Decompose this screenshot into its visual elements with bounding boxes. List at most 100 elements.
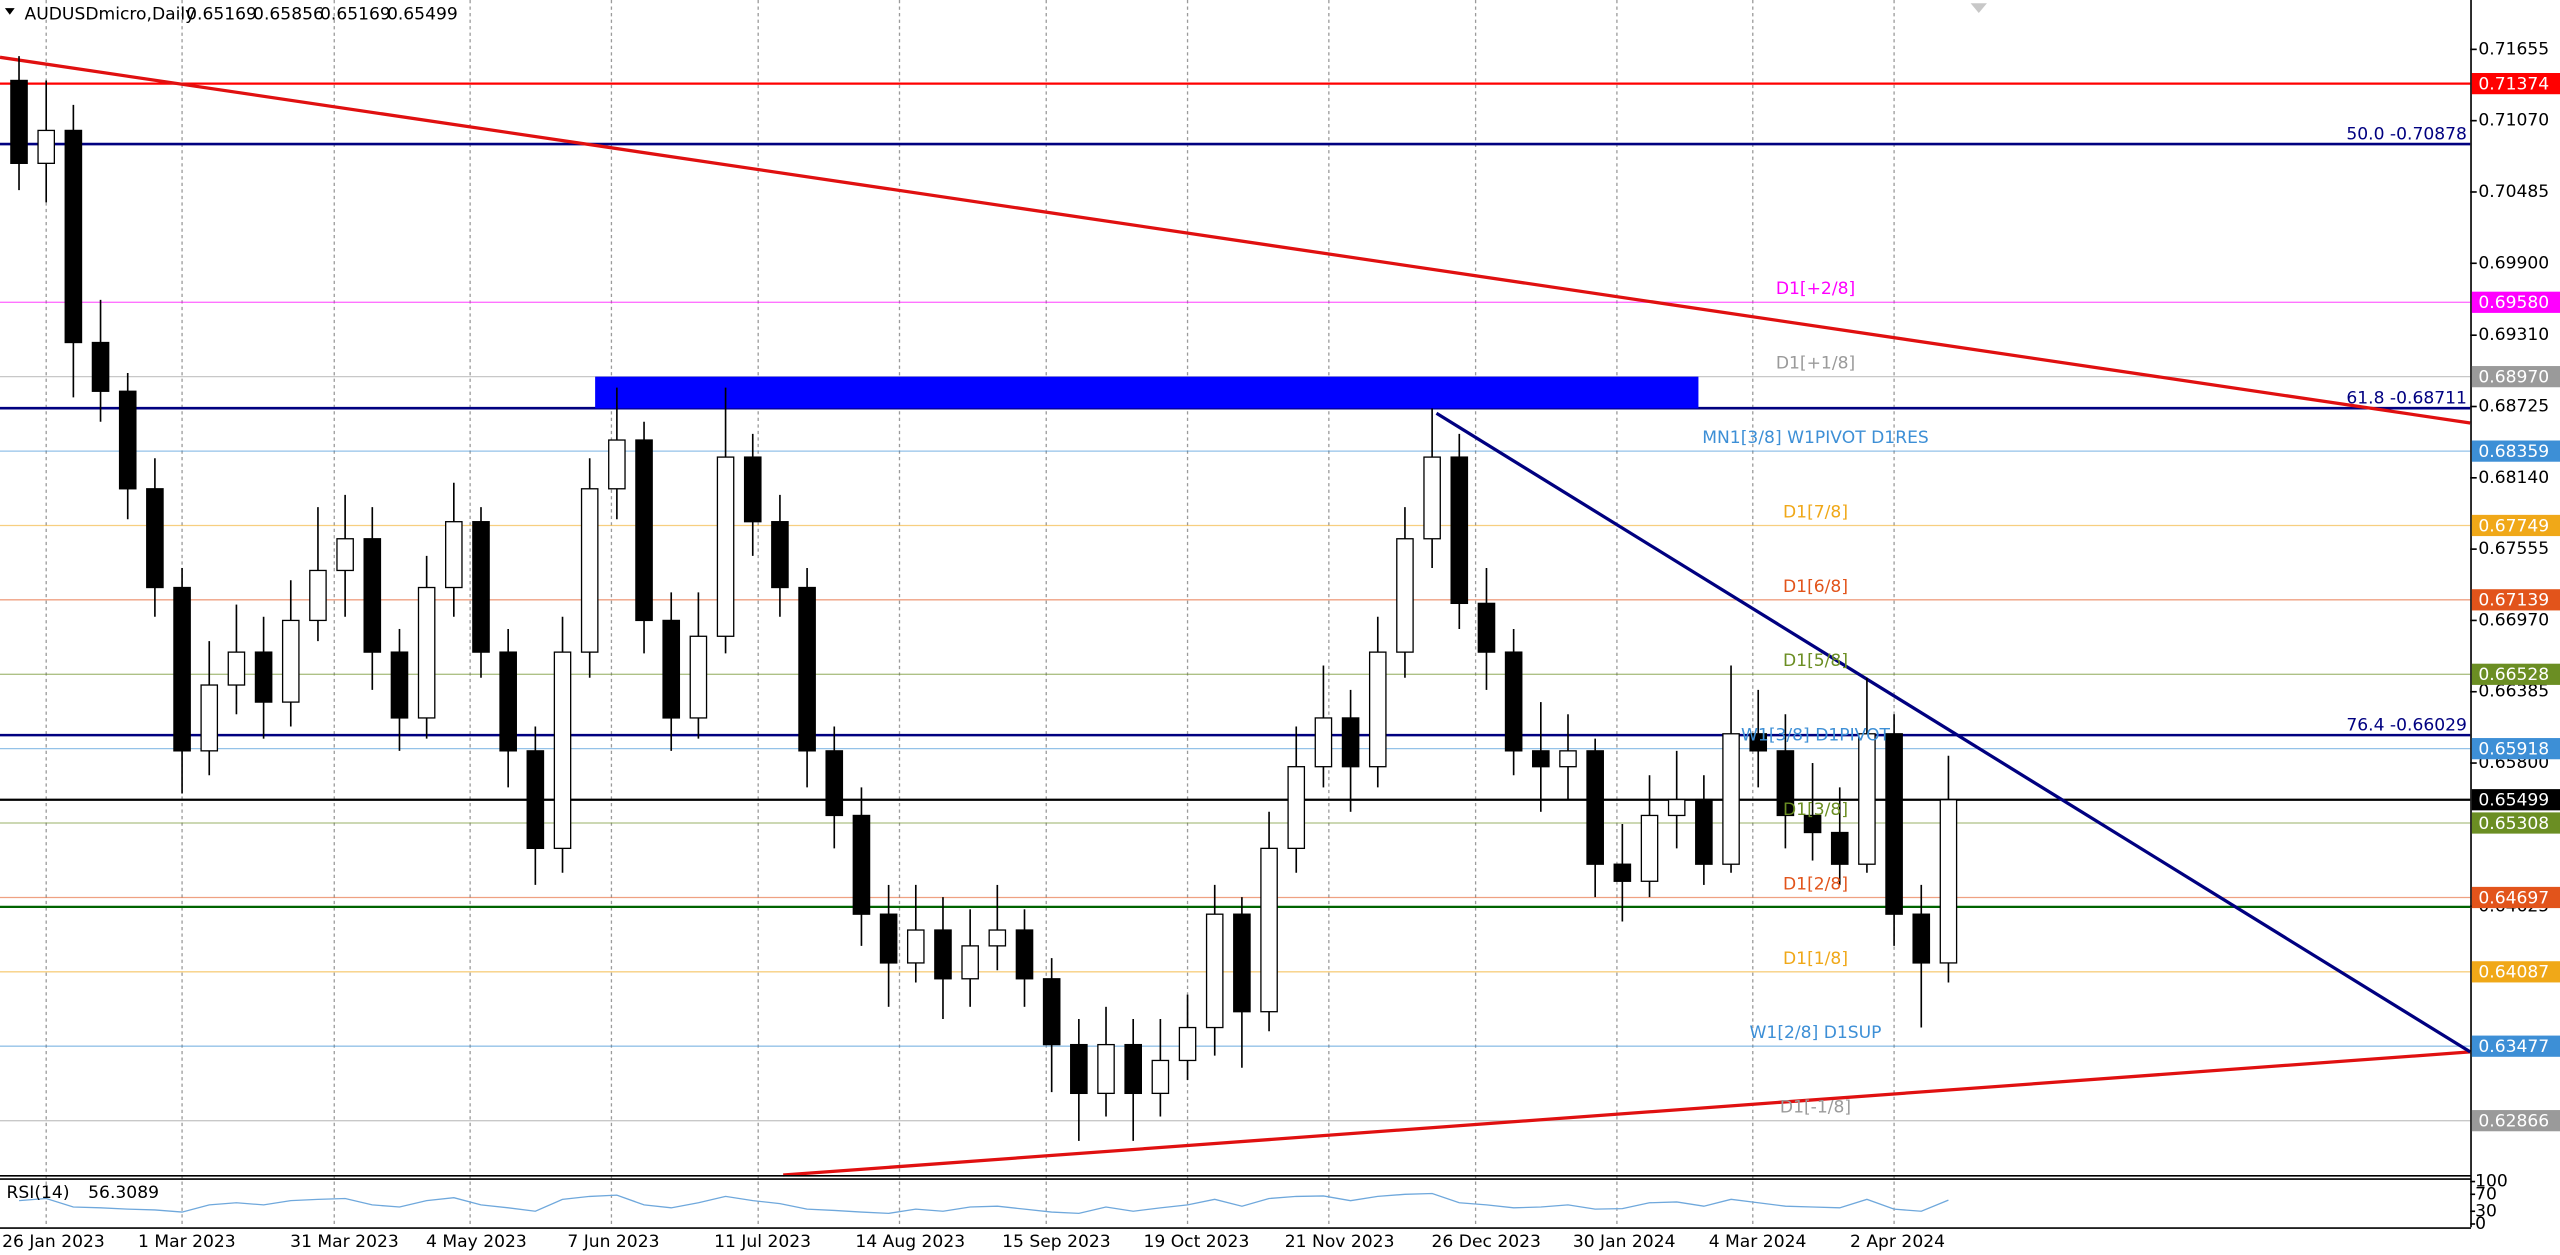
price-tag (2471, 73, 2560, 95)
candle-body (1504, 651, 1523, 752)
candle-body (1912, 913, 1931, 964)
candle-body (1532, 750, 1550, 768)
candle-body (363, 538, 382, 653)
level-label: D1[1/8] (1783, 949, 1848, 969)
shift-marker (1970, 3, 1987, 14)
x-tick-label: 4 May 2023 (426, 1232, 527, 1252)
candle-body (1776, 750, 1795, 817)
candle-body (689, 635, 708, 719)
price-tag-label: 0.67139 (2478, 591, 2549, 611)
candle-body (417, 586, 436, 719)
y-tick-label: 0.67555 (2478, 539, 2549, 559)
candle-body (934, 929, 952, 980)
trendline (1435, 411, 2472, 1054)
candle-body (1749, 733, 1768, 752)
x-tick-label: 31 Mar 2023 (290, 1232, 399, 1252)
candle-body (1396, 538, 1414, 653)
price-tag-label: 0.68359 (2478, 442, 2549, 462)
candle-body (1341, 717, 1360, 768)
menu-arrow[interactable] (4, 8, 15, 15)
x-tick-label: 4 Mar 2024 (1709, 1232, 1807, 1252)
x-tick-label: 2 Apr 2024 (1850, 1232, 1945, 1252)
price-tag-label: 0.66528 (2478, 665, 2549, 685)
candle-body (1368, 651, 1387, 768)
candle-body (91, 341, 110, 392)
price-tag (2471, 440, 2560, 462)
candle-body (254, 651, 273, 703)
candle-body (118, 390, 137, 490)
candle-body (281, 619, 300, 703)
price-tag (2471, 886, 2560, 909)
level-label: D1[3/8] (1783, 800, 1848, 820)
candle-body (445, 521, 463, 589)
label-layer: 50.0 -0.70878 D1[+2/8] D1[+1/8] 61.8 -0.687… (1702, 124, 2467, 1117)
candle-body (1205, 913, 1224, 1029)
candle-body (1070, 1043, 1088, 1095)
y-tick-label: 0.68725 (2478, 397, 2549, 417)
level-label: D1[+1/8] (1776, 354, 1855, 374)
candle-body (825, 750, 844, 817)
y-tick-label: 0.68140 (2478, 468, 2549, 488)
candle-body (771, 521, 789, 589)
price-tag-label: 0.63477 (2478, 1037, 2549, 1057)
candle-body (1830, 831, 1849, 865)
candle-body (227, 651, 246, 686)
zone (595, 376, 1699, 409)
price-tag-label: 0.71374 (2478, 74, 2549, 94)
trendline (783, 1050, 2471, 1177)
candle-body (798, 586, 816, 752)
candle-body (1613, 863, 1632, 882)
price-tag-label: 0.64697 (2478, 888, 2549, 908)
candle-body (1803, 814, 1822, 834)
rsi-line (19, 1192, 1949, 1215)
candle-body (1287, 766, 1306, 850)
header-price: 0.65169 (186, 5, 257, 25)
x-tick-label: 30 Jan 2024 (1573, 1232, 1676, 1252)
x-tick-label: 15 Sep 2023 (1002, 1232, 1111, 1252)
candle-body (1015, 929, 1034, 980)
header-price: 0.65856 (253, 5, 324, 25)
price-tag-label: 0.65499 (2478, 791, 2549, 811)
candle-body (390, 651, 409, 719)
price-tag (2471, 738, 2560, 760)
candle-body (662, 619, 681, 719)
price-tag (2471, 366, 2560, 388)
candle-body (1097, 1043, 1115, 1095)
rsi-title: RSI(14) (7, 1183, 70, 1203)
price-tag-label: 0.64087 (2478, 963, 2549, 983)
level-label: D1[7/8] (1783, 502, 1848, 522)
price-tag-label: 0.67749 (2478, 516, 2549, 536)
fib-label: 61.8 -0.68711 (2346, 388, 2467, 408)
price-tag-label: 0.68970 (2478, 367, 2549, 387)
candle-body (906, 929, 925, 964)
price-tag-label: 0.69580 (2478, 293, 2549, 313)
level-label: MN1[3/8] W1PIVOT D1RES (1702, 428, 1929, 448)
tag-layer: 0.71374 0.69580 0.68970 0.68359 0.67749 0.671… (2471, 73, 2560, 1131)
candle-body (716, 456, 735, 637)
header-price: 0.65169 (320, 5, 391, 25)
price-tag (2471, 789, 2560, 811)
candle-body (64, 129, 83, 344)
x-tick-label: 1 Mar 2023 (138, 1232, 236, 1252)
candle-body (1151, 1059, 1170, 1095)
price-tag-label: 0.65918 (2478, 739, 2549, 759)
price-tag (2471, 514, 2560, 537)
price-tag-label: 0.62866 (2478, 1111, 2549, 1131)
candle-body (37, 129, 56, 164)
candle-body (1586, 750, 1604, 865)
candle-body (580, 488, 599, 653)
price-tag (2471, 1035, 2560, 1057)
level-label: D1[2/8] (1783, 874, 1848, 894)
x-tick-label: 11 Jul 2023 (714, 1232, 811, 1252)
rsi-tick-label: 70 (2475, 1184, 2497, 1204)
x-tick-label: 21 Nov 2023 (1285, 1232, 1395, 1252)
candle-body (472, 521, 490, 653)
level-label: W1[3/8] D1PIVOT (1741, 726, 1891, 746)
y-tick-label: 0.66970 (2478, 610, 2549, 630)
level-label: D1[-1/8] (1780, 1098, 1851, 1118)
price-tag (2471, 291, 2560, 313)
trendline (0, 55, 2471, 425)
candle-body (608, 439, 626, 490)
